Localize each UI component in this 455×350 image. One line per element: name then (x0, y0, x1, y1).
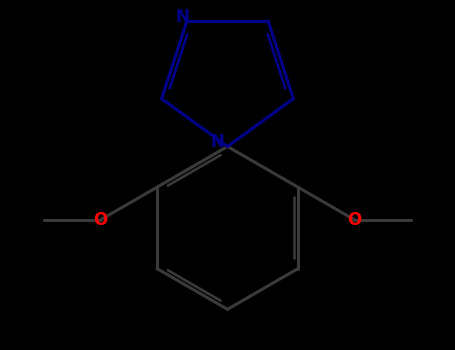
Text: N: N (211, 133, 225, 152)
Text: O: O (347, 211, 362, 229)
Text: N: N (176, 8, 190, 26)
Text: O: O (93, 211, 108, 229)
